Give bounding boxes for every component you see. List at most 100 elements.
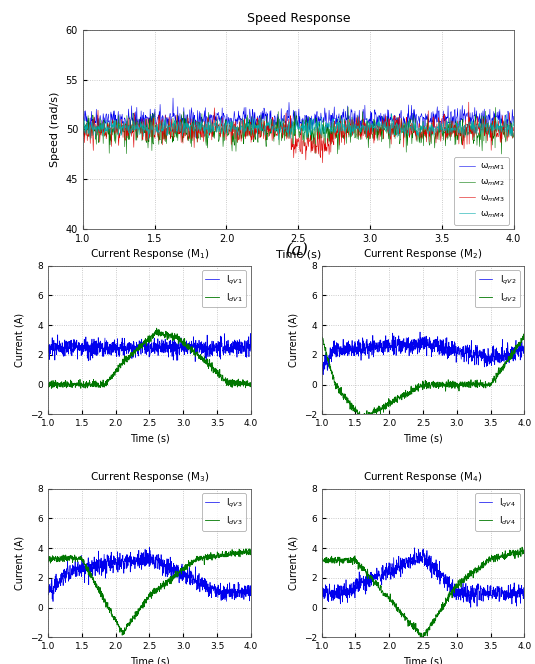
Legend: I$_{qV2}$, I$_{dV2}$: I$_{qV2}$, I$_{dV2}$ — [475, 270, 520, 307]
I$_{dV4}$ — [480, 557, 487, 565]
Text: (a): (a) — [286, 242, 308, 260]
I$_{qV3}$ — [203, 578, 210, 586]
ω$_{mM2}$ — [416, 138, 423, 146]
I$_{qV3}$ — [248, 585, 254, 593]
Y-axis label: Current (A): Current (A) — [288, 536, 298, 590]
ω$_{mM1}$ — [510, 112, 517, 120]
ω$_{mM4}$ — [276, 135, 282, 143]
Legend: I$_{qV4}$, I$_{dV4}$: I$_{qV4}$, I$_{dV4}$ — [475, 493, 520, 531]
I$_{dV3}$ — [203, 554, 210, 562]
Y-axis label: Current (A): Current (A) — [14, 536, 25, 590]
I$_{qV4}$ — [477, 596, 483, 604]
I$_{qV4}$ — [408, 558, 414, 566]
I$_{qV4}$ — [318, 592, 325, 600]
ω$_{mM2}$ — [80, 117, 86, 125]
I$_{qV3}$ — [50, 598, 56, 606]
ω$_{mM2}$ — [254, 120, 261, 127]
I$_{dV3}$ — [127, 615, 134, 623]
ω$_{mM2}$ — [510, 133, 517, 141]
I$_{dV2}$ — [521, 329, 528, 337]
I$_{dV4}$ — [408, 620, 414, 627]
I$_{dV1}$ — [203, 359, 210, 367]
ω$_{mM3}$ — [319, 159, 326, 167]
ω$_{mM1}$ — [376, 112, 383, 120]
I$_{qV1}$ — [134, 349, 141, 357]
I$_{qV3}$ — [45, 589, 51, 597]
I$_{qV4}$ — [339, 598, 346, 606]
Title: Speed Response: Speed Response — [247, 11, 350, 25]
I$_{dV1}$ — [66, 380, 72, 388]
I$_{qV4}$ — [521, 590, 528, 598]
ω$_{mM3}$ — [124, 131, 130, 139]
ω$_{mM1}$ — [170, 94, 176, 102]
I$_{dV2}$ — [360, 418, 366, 426]
I$_{qV2}$ — [339, 344, 346, 352]
I$_{qV2}$ — [401, 335, 407, 343]
I$_{qV2}$ — [417, 328, 423, 336]
Line: I$_{qV2}$: I$_{qV2}$ — [322, 332, 524, 374]
ω$_{mM3}$ — [376, 136, 383, 144]
I$_{dV2}$ — [408, 382, 414, 390]
ω$_{mM2}$ — [498, 150, 505, 158]
I$_{qV1}$ — [247, 329, 254, 337]
I$_{qV3}$ — [66, 575, 72, 583]
I$_{dV4}$ — [458, 583, 464, 591]
X-axis label: Time (s): Time (s) — [403, 657, 443, 664]
Title: Current Response (M$_2$): Current Response (M$_2$) — [363, 247, 483, 261]
ω$_{mM4}$ — [270, 123, 276, 131]
ω$_{mM4}$ — [124, 117, 130, 125]
I$_{dV2}$ — [318, 331, 325, 339]
I$_{dV3}$ — [248, 546, 254, 554]
ω$_{mM4}$ — [416, 125, 423, 133]
I$_{dV1}$ — [154, 324, 160, 332]
Line: I$_{dV1}$: I$_{dV1}$ — [48, 328, 251, 388]
Y-axis label: Current (A): Current (A) — [288, 313, 298, 367]
I$_{dV2}$ — [477, 381, 483, 389]
I$_{dV2}$ — [458, 380, 464, 388]
Legend: ω$_{mM1}$, ω$_{mM2}$, ω$_{mM3}$, ω$_{mM4}$: ω$_{mM1}$, ω$_{mM2}$, ω$_{mM3}$, ω$_{mM4… — [454, 157, 509, 224]
I$_{qV1}$ — [203, 358, 209, 366]
I$_{dV2}$ — [339, 390, 346, 398]
ω$_{mM2}$ — [345, 103, 351, 111]
I$_{qV2}$ — [477, 351, 483, 359]
ω$_{mM4}$ — [80, 131, 86, 139]
I$_{dV3}$ — [207, 553, 213, 561]
I$_{qV1}$ — [45, 347, 51, 355]
I$_{dV2}$ — [401, 388, 407, 396]
I$_{dV3}$ — [45, 553, 51, 561]
I$_{qV1}$ — [248, 347, 254, 355]
I$_{dV4}$ — [339, 558, 346, 566]
I$_{dV1}$ — [134, 346, 141, 354]
ω$_{mM4}$ — [388, 110, 395, 118]
X-axis label: Time (s): Time (s) — [129, 434, 170, 444]
ω$_{mM1}$ — [193, 133, 199, 141]
I$_{dV3}$ — [119, 631, 125, 639]
I$_{dV1}$ — [48, 384, 55, 392]
I$_{qV3}$ — [147, 544, 153, 552]
Line: ω$_{mM1}$: ω$_{mM1}$ — [83, 98, 514, 137]
I$_{dV1}$ — [185, 345, 191, 353]
ω$_{mM3}$ — [424, 128, 430, 136]
Line: I$_{qV1}$: I$_{qV1}$ — [48, 333, 251, 362]
I$_{qV4}$ — [480, 584, 487, 592]
ω$_{mM1}$ — [80, 113, 86, 121]
Y-axis label: Current (A): Current (A) — [14, 313, 25, 367]
Title: Current Response (M$_3$): Current Response (M$_3$) — [90, 470, 209, 484]
Line: I$_{dV4}$: I$_{dV4}$ — [322, 547, 524, 639]
I$_{qV4}$ — [411, 544, 418, 552]
I$_{qV2}$ — [320, 371, 326, 378]
ω$_{mM1}$ — [124, 118, 130, 125]
X-axis label: Time (s): Time (s) — [403, 434, 443, 444]
I$_{qV4}$ — [468, 604, 474, 612]
Line: ω$_{mM4}$: ω$_{mM4}$ — [83, 114, 514, 139]
I$_{qV3}$ — [134, 550, 141, 558]
ω$_{mM4}$ — [424, 127, 431, 135]
I$_{qV3}$ — [127, 568, 134, 576]
ω$_{mM2}$ — [124, 112, 130, 120]
Line: ω$_{mM3}$: ω$_{mM3}$ — [83, 102, 514, 163]
I$_{qV4}$ — [458, 590, 464, 598]
Line: I$_{dV3}$: I$_{dV3}$ — [48, 549, 251, 635]
X-axis label: Time (s): Time (s) — [276, 250, 321, 260]
ω$_{mM1}$ — [424, 116, 431, 124]
I$_{qV2}$ — [521, 345, 528, 353]
